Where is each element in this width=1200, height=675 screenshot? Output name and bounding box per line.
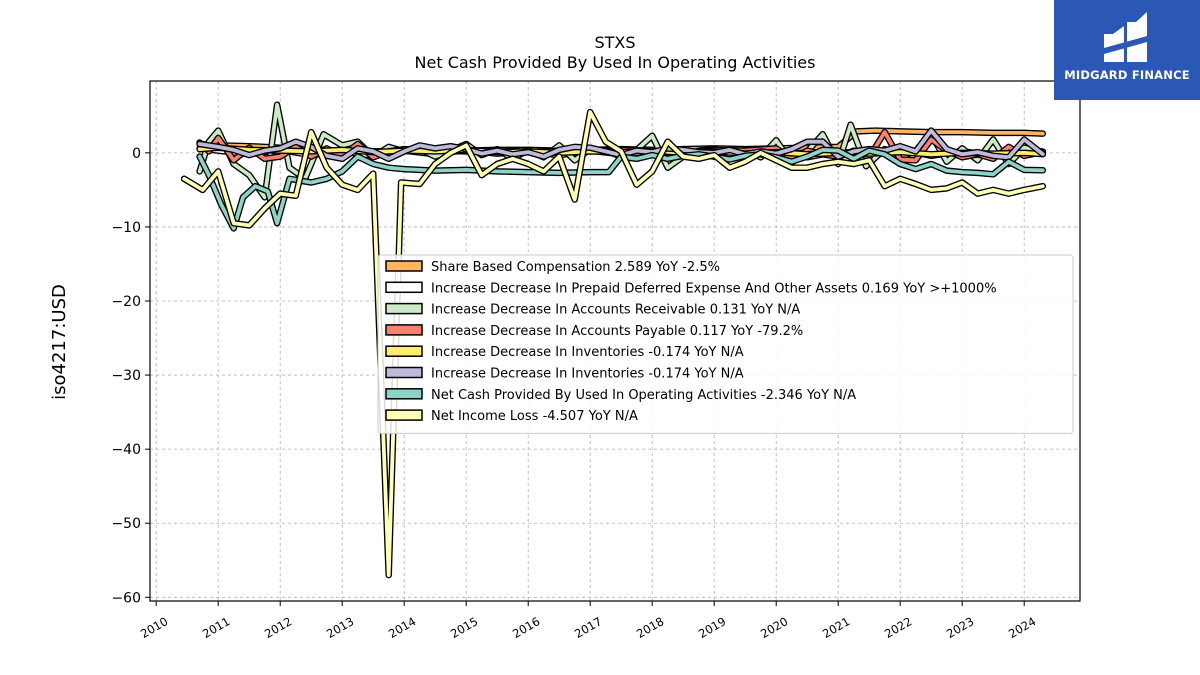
brand-name: MIDGARD FINANCE xyxy=(1064,68,1190,82)
chart-subtitle: Net Cash Provided By Used In Operating A… xyxy=(415,53,816,72)
legend-label: Increase Decrease In Prepaid Deferred Ex… xyxy=(431,281,997,296)
y-tick-label: −30 xyxy=(111,368,141,384)
legend-swatch xyxy=(385,260,423,272)
y-axis-label: iso4217:USD xyxy=(49,284,70,400)
legend-label: Share Based Compensation 2.589 YoY -2.5% xyxy=(431,260,720,275)
x-tick-label: 2022 xyxy=(882,614,914,641)
series-line xyxy=(182,110,1045,577)
y-tick-label: −60 xyxy=(111,590,141,606)
x-tick-label: 2024 xyxy=(1006,614,1038,641)
x-tick-label: 2020 xyxy=(758,614,790,641)
y-tick-label: −10 xyxy=(111,220,141,236)
legend-swatch xyxy=(385,388,423,400)
y-tick-label: −20 xyxy=(111,294,141,310)
x-tick-label: 2017 xyxy=(572,614,604,641)
x-tick-label: 2014 xyxy=(386,614,418,641)
legend-swatch xyxy=(385,281,423,294)
x-tick-label: 2010 xyxy=(138,614,170,641)
x-tick-label: 2011 xyxy=(200,614,232,641)
legend-swatch xyxy=(385,302,423,315)
x-tick-label: 2016 xyxy=(510,614,542,641)
plot-area-frame xyxy=(149,80,1081,602)
legend-label: Increase Decrease In Accounts Payable 0.… xyxy=(431,324,803,339)
y-tick-label: 0 xyxy=(132,146,141,162)
x-tick-label: 2013 xyxy=(324,614,356,641)
legend-label: Increase Decrease In Inventories -0.174 … xyxy=(431,345,744,360)
x-tick-label: 2023 xyxy=(944,614,976,641)
x-tick-label: 2012 xyxy=(262,614,294,641)
midgard-logo-mark-icon xyxy=(1104,12,1147,62)
legend-label: Increase Decrease In Inventories -0.174 … xyxy=(431,367,744,382)
legend: Share Based Compensation 2.589 YoY -2.5%… xyxy=(377,254,1074,434)
legend-swatch xyxy=(385,409,423,421)
brand-logo: MIDGARD FINANCE xyxy=(1054,0,1200,100)
legend-label: Net Cash Provided By Used In Operating A… xyxy=(431,388,856,403)
x-tick-label: 2021 xyxy=(820,614,852,641)
legend-box xyxy=(377,254,1074,434)
legend-swatch xyxy=(385,345,423,357)
x-tick-label: 2019 xyxy=(696,614,728,641)
legend-swatch xyxy=(385,366,423,379)
x-tick-label: 2015 xyxy=(448,614,480,641)
legend-swatch xyxy=(385,324,423,336)
legend-label: Increase Decrease In Accounts Receivable… xyxy=(431,303,800,318)
y-tick-label: −50 xyxy=(111,516,141,532)
series-group xyxy=(180,101,1047,579)
y-tick-label: −40 xyxy=(111,442,141,458)
x-tick-label: 2018 xyxy=(634,614,666,641)
chart-title: STXS xyxy=(594,33,635,52)
legend-label: Net Income Loss -4.507 YoY N/A xyxy=(431,409,638,424)
